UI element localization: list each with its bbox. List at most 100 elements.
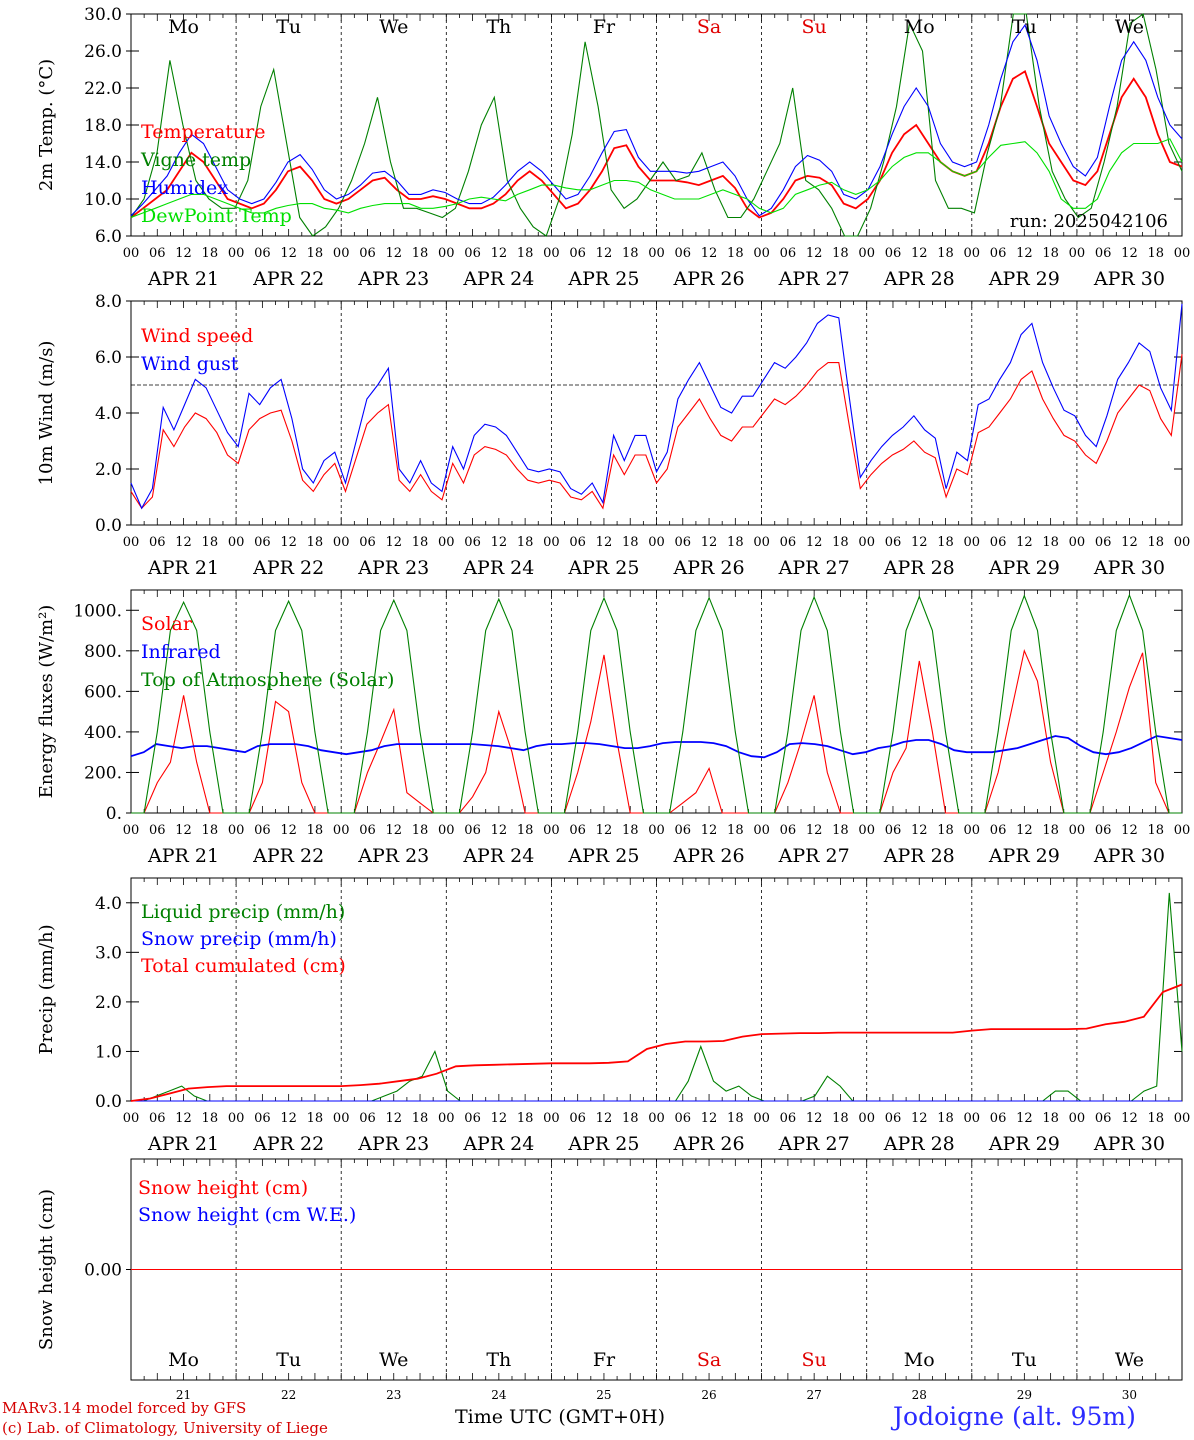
hour-label: 06 bbox=[464, 246, 481, 261]
y-tick-label: 200. bbox=[84, 763, 122, 783]
date-label: APR 29 bbox=[988, 268, 1060, 290]
hour-label: 18 bbox=[307, 246, 324, 261]
hour-label: 00 bbox=[438, 535, 455, 550]
hour-label: 00 bbox=[228, 1111, 245, 1126]
y-tick-label: 0.0 bbox=[95, 1092, 122, 1112]
hour-label: 18 bbox=[1147, 535, 1164, 550]
hour-label: 12 bbox=[806, 535, 823, 550]
hour-label: 00 bbox=[228, 535, 245, 550]
date-label: APR 27 bbox=[778, 1133, 850, 1155]
hour-label: 18 bbox=[517, 246, 534, 261]
hour-label: 12 bbox=[806, 246, 823, 261]
credit-line-2: (c) Lab. of Climatology, University of L… bbox=[2, 1419, 328, 1437]
hour-label: 00 bbox=[333, 535, 350, 550]
weekday-label: Tu bbox=[1012, 1349, 1037, 1371]
date-label: APR 30 bbox=[1093, 1133, 1165, 1155]
hour-label: 12 bbox=[701, 246, 718, 261]
date-label: APR 27 bbox=[778, 845, 850, 867]
hour-label: 12 bbox=[806, 1111, 823, 1126]
hour-label: 00 bbox=[753, 1111, 770, 1126]
x-axis-title: Time UTC (GMT+0H) bbox=[455, 1406, 666, 1428]
hour-label: 00 bbox=[858, 246, 875, 261]
hour-label: 18 bbox=[1147, 1111, 1164, 1126]
date-label: APR 23 bbox=[357, 268, 429, 290]
hour-label: 12 bbox=[1121, 246, 1138, 261]
hour-label: 18 bbox=[307, 535, 324, 550]
y-tick-label: 22.0 bbox=[84, 79, 122, 99]
hour-label: 12 bbox=[701, 823, 718, 838]
y-axis-label: 10m Wind (m/s) bbox=[36, 341, 57, 486]
hour-label: 12 bbox=[1016, 246, 1033, 261]
series-line bbox=[130, 138, 1183, 219]
hour-label: 06 bbox=[885, 823, 902, 838]
hour-label: 18 bbox=[517, 535, 534, 550]
y-tick-label: 800. bbox=[84, 642, 122, 662]
hour-label: 12 bbox=[280, 1111, 297, 1126]
legend-entry: Wind speed bbox=[141, 325, 253, 347]
hour-label: 06 bbox=[675, 535, 692, 550]
date-label: APR 21 bbox=[147, 557, 219, 579]
hour-label: 06 bbox=[1095, 535, 1112, 550]
legend-entry: Temperature bbox=[141, 121, 265, 143]
date-label: APR 22 bbox=[252, 845, 324, 867]
hour-label: 12 bbox=[280, 823, 297, 838]
hour-label: 00 bbox=[964, 246, 981, 261]
hour-label: 06 bbox=[675, 1111, 692, 1126]
y-tick-label: 6.0 bbox=[95, 348, 122, 368]
hour-label: 12 bbox=[175, 1111, 192, 1126]
legend-entry: DewPoint Temp bbox=[141, 205, 292, 227]
weekday-label: Mo bbox=[904, 1349, 935, 1371]
hour-label: 18 bbox=[1147, 246, 1164, 261]
y-tick-label: 0.00 bbox=[84, 1261, 122, 1281]
weekday-label: Fr bbox=[593, 16, 616, 38]
series-line bbox=[130, 23, 1183, 217]
weekday-label: Su bbox=[802, 16, 827, 38]
date-label: APR 29 bbox=[988, 1133, 1060, 1155]
day-number: 23 bbox=[386, 1388, 401, 1402]
hour-label: 00 bbox=[438, 246, 455, 261]
hour-label: 06 bbox=[359, 535, 376, 550]
hour-label: 00 bbox=[648, 246, 665, 261]
hour-label: 12 bbox=[385, 535, 402, 550]
weekday-label: We bbox=[379, 16, 408, 38]
hour-label: 12 bbox=[1121, 535, 1138, 550]
series-line bbox=[130, 983, 1183, 1102]
hour-label: 12 bbox=[175, 535, 192, 550]
date-label: APR 24 bbox=[462, 557, 534, 579]
panel-3: 0. 200. 400. 600. 800. 1000. Energy fluxes (W/… bbox=[36, 589, 1190, 867]
weekday-label: Mo bbox=[168, 16, 199, 38]
y-tick-label: 8.0 bbox=[95, 292, 122, 312]
panel-frame bbox=[130, 300, 1183, 526]
hour-label: 18 bbox=[202, 823, 219, 838]
date-label: APR 25 bbox=[567, 1133, 639, 1155]
hour-label: 18 bbox=[832, 823, 849, 838]
hour-label: 18 bbox=[727, 823, 744, 838]
date-label: APR 28 bbox=[883, 845, 955, 867]
hour-label: 12 bbox=[175, 823, 192, 838]
hour-label: 12 bbox=[1016, 823, 1033, 838]
weekday-label: Su bbox=[802, 1349, 827, 1371]
hour-label: 12 bbox=[1121, 1111, 1138, 1126]
y-tick-label: 2.0 bbox=[95, 993, 122, 1013]
hour-label: 06 bbox=[464, 535, 481, 550]
hour-label: 18 bbox=[937, 246, 954, 261]
hour-label: 00 bbox=[648, 1111, 665, 1126]
hour-label: 00 bbox=[543, 246, 560, 261]
hour-label: 00 bbox=[438, 1111, 455, 1126]
hour-label: 18 bbox=[622, 1111, 639, 1126]
hour-label: 18 bbox=[622, 535, 639, 550]
hour-label: 06 bbox=[780, 535, 797, 550]
hour-label: 06 bbox=[149, 246, 166, 261]
day-number: 22 bbox=[281, 1388, 296, 1402]
y-tick-label: 14.0 bbox=[84, 153, 122, 173]
panel-1: 6.0 10.0 14.0 18.0 22.0 26.0 30.0 2m Temp. (°C)… bbox=[36, 5, 1190, 290]
date-label: APR 29 bbox=[988, 557, 1060, 579]
date-label: APR 25 bbox=[567, 268, 639, 290]
hour-label: 12 bbox=[491, 246, 508, 261]
day-number: 27 bbox=[807, 1388, 822, 1402]
hour-label: 18 bbox=[412, 246, 429, 261]
hour-label: 00 bbox=[964, 535, 981, 550]
hour-label: 18 bbox=[622, 823, 639, 838]
hour-label: 00 bbox=[1174, 246, 1191, 261]
